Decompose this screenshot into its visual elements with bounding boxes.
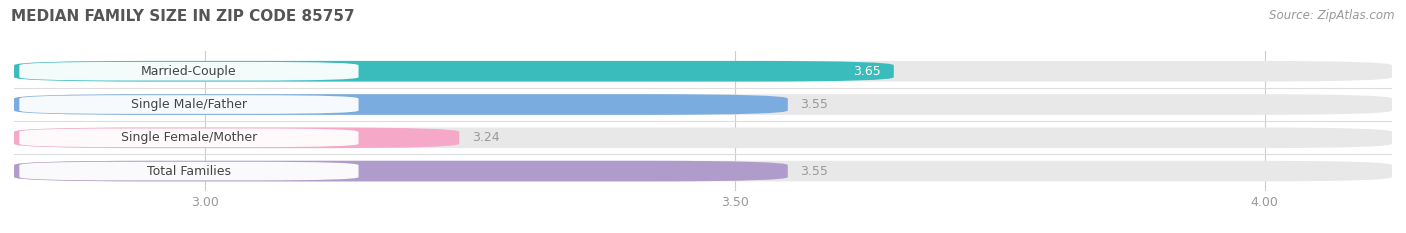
Text: 3.65: 3.65 [853, 65, 882, 78]
Text: Source: ZipAtlas.com: Source: ZipAtlas.com [1270, 9, 1395, 22]
FancyBboxPatch shape [20, 128, 359, 147]
Text: 3.24: 3.24 [472, 131, 499, 144]
FancyBboxPatch shape [14, 127, 460, 148]
FancyBboxPatch shape [20, 95, 359, 114]
FancyBboxPatch shape [20, 62, 359, 81]
Text: Single Male/Father: Single Male/Father [131, 98, 247, 111]
Text: Total Families: Total Families [148, 164, 231, 178]
FancyBboxPatch shape [14, 61, 894, 82]
Text: MEDIAN FAMILY SIZE IN ZIP CODE 85757: MEDIAN FAMILY SIZE IN ZIP CODE 85757 [11, 9, 354, 24]
FancyBboxPatch shape [14, 94, 787, 115]
FancyBboxPatch shape [14, 161, 787, 182]
Text: 3.55: 3.55 [800, 164, 828, 178]
FancyBboxPatch shape [14, 161, 1392, 182]
FancyBboxPatch shape [14, 94, 1392, 115]
Text: Married-Couple: Married-Couple [141, 65, 236, 78]
Text: Single Female/Mother: Single Female/Mother [121, 131, 257, 144]
FancyBboxPatch shape [14, 61, 1392, 82]
FancyBboxPatch shape [20, 162, 359, 180]
FancyBboxPatch shape [14, 127, 1392, 148]
Text: 3.55: 3.55 [800, 98, 828, 111]
